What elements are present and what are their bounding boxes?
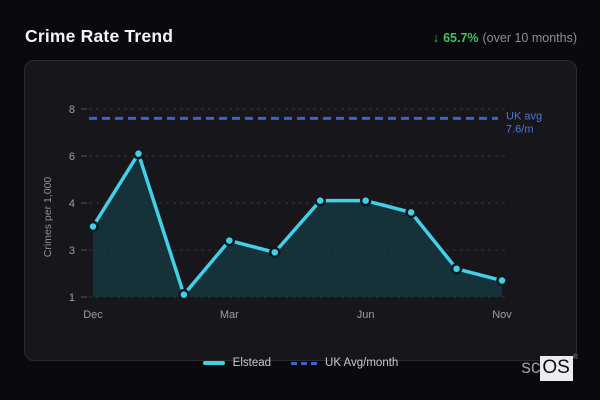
trend-down-arrow-icon: ↓ (432, 31, 440, 45)
elstead-area-fill (93, 153, 502, 297)
data-point (269, 246, 281, 259)
legend-item-uk-avg: UK Avg/month (291, 357, 398, 369)
y-tick-label: 6 (69, 151, 75, 163)
data-point (178, 288, 190, 301)
x-tick-label: Mar (220, 309, 239, 321)
legend-label-elstead: Elstead (232, 357, 272, 369)
data-point (314, 194, 326, 207)
x-tick-label: Nov (492, 309, 512, 321)
data-point (450, 263, 463, 275)
y-tick-label: 3 (69, 245, 75, 257)
trend-stat: ↓ 65.7% (over 10 months) (433, 31, 577, 45)
data-point (223, 234, 236, 247)
uk-avg-label: UK avg (506, 110, 542, 122)
trend-value: 65.7% (443, 31, 479, 45)
logo-prefix: sc (521, 357, 541, 378)
uk-avg-label: 7.6/m (506, 123, 534, 135)
logo-suffix: OS (540, 356, 573, 381)
x-tick-label: Jun (357, 309, 375, 321)
legend-item-elstead: Elstead (202, 357, 272, 369)
data-point (87, 220, 99, 233)
data-point (496, 274, 508, 287)
elstead-line (91, 151, 504, 297)
uk-avg-dashed-swatch-icon (291, 361, 318, 365)
registered-trademark-icon: ® (572, 354, 578, 361)
data-point (132, 147, 145, 160)
elstead-line-swatch-icon (202, 361, 225, 365)
data-point (405, 206, 417, 219)
scos-logo: sc OS ® (521, 354, 578, 381)
trend-period-note: (over 10 months) (482, 31, 577, 45)
y-tick-label: 1 (69, 292, 75, 304)
data-point (359, 194, 372, 207)
legend-label-uk-avg: UK Avg/month (325, 357, 399, 369)
crime-trend-card: 1 3 4 6 8 UK avg 7.6/m Dec Mar Jun Nov Crimes per 1… (24, 60, 577, 369)
chart-legend: Elstead UK Avg/month (25, 355, 576, 371)
y-tick-label: 4 (69, 198, 75, 210)
y-axis-title: Crimes per 1,000 (42, 177, 54, 258)
x-tick-label: Dec (83, 309, 103, 321)
y-tick-label: 8 (69, 104, 75, 116)
page-title: Crime Rate Trend (25, 26, 174, 46)
